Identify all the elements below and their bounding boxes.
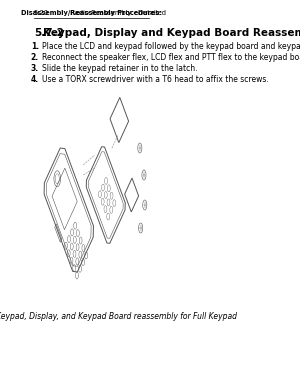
- Text: Figure 5-17.  Keypad, Display, and Keypad Board reassembly for Full Keypad: Figure 5-17. Keypad, Display, and Keypad…: [0, 312, 237, 321]
- Text: Keypad, Display and Keypad Board Reassembly: Keypad, Display and Keypad Board Reassem…: [43, 28, 300, 38]
- Text: Radio Reassembly - Detailed: Radio Reassembly - Detailed: [68, 10, 166, 16]
- Text: Reconnect the speaker flex, LCD flex and PTT flex to the keypad board and keypad: Reconnect the speaker flex, LCD flex and…: [42, 53, 300, 62]
- Text: Disassembly/Reassembly Procedures:: Disassembly/Reassembly Procedures:: [21, 10, 162, 16]
- Text: Place the LCD and keypad followed by the keypad board and keypad retainer in the: Place the LCD and keypad followed by the…: [42, 42, 300, 51]
- Text: 5.7.2: 5.7.2: [34, 28, 64, 38]
- Text: Use a TORX screwdriver with a T6 head to affix the screws.: Use a TORX screwdriver with a T6 head to…: [42, 75, 269, 84]
- Text: Slide the keypad retainer in to the latch.: Slide the keypad retainer in to the latc…: [42, 64, 198, 73]
- Text: 3.: 3.: [31, 64, 39, 73]
- Text: 2.: 2.: [31, 53, 39, 62]
- Text: 5-20: 5-20: [34, 10, 49, 16]
- Text: 1.: 1.: [31, 42, 39, 51]
- Text: 4.: 4.: [31, 75, 39, 84]
